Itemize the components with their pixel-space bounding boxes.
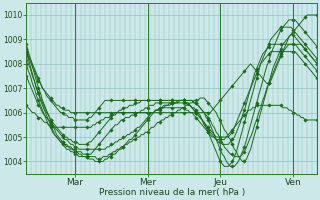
X-axis label: Pression niveau de la mer( hPa ): Pression niveau de la mer( hPa ) [99,188,245,197]
